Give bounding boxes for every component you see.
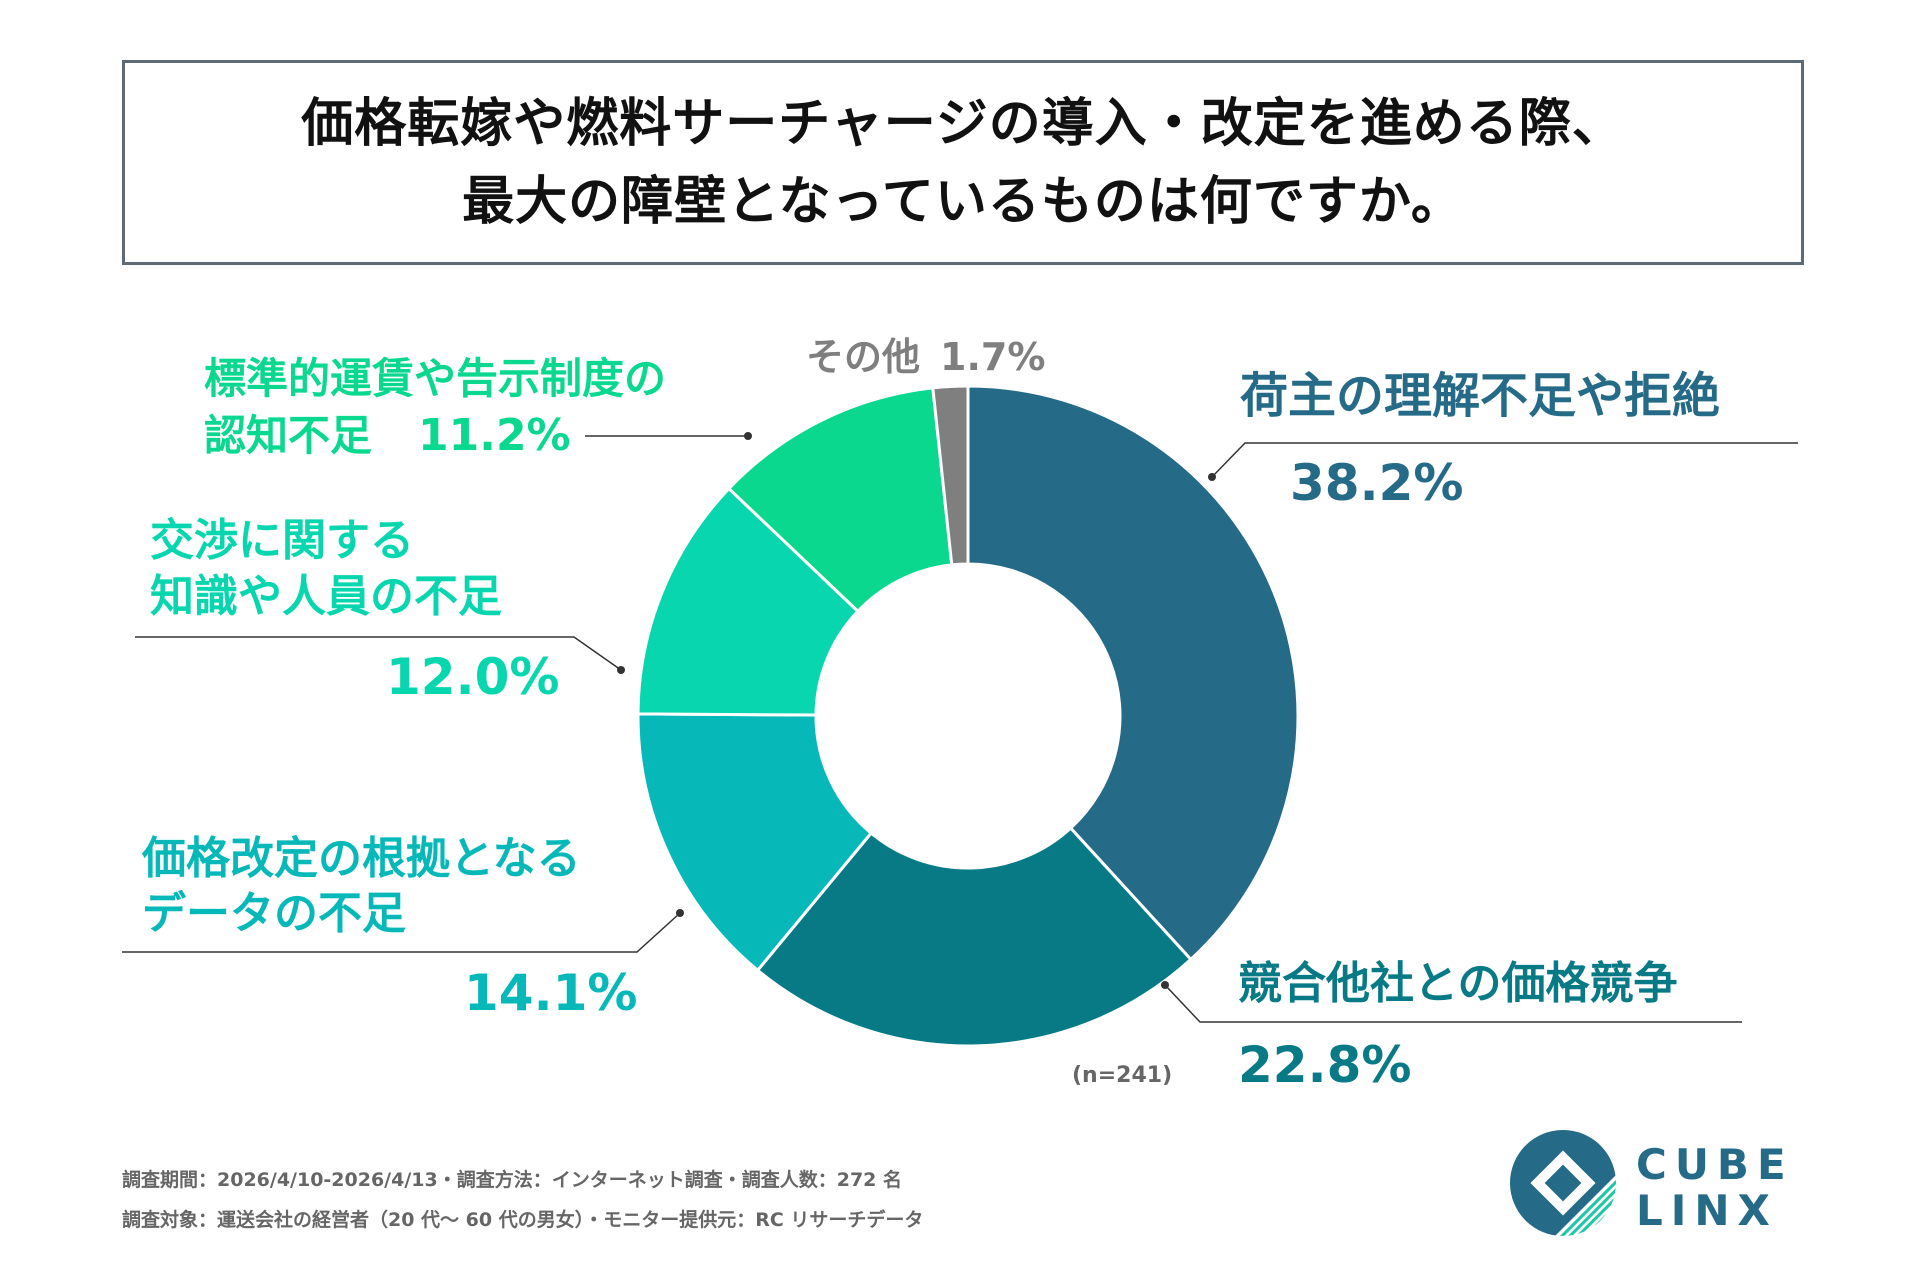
leader-line-s0 [1211, 442, 1798, 478]
label-s3-category-line2: 知識や人員の不足 [150, 571, 502, 622]
chart-slices [636, 384, 1300, 1048]
footer-line-2: 調査対象：運送会社の経営者（20 代〜 60 代の男女）・モニター提供元：RC … [122, 1209, 924, 1231]
donut-slice-2 [636, 712, 874, 973]
title-line-1: 価格転嫁や燃料サーチャージの導入・改定を進める際、 [301, 93, 1625, 154]
donut-slice-5 [931, 384, 970, 567]
label-s1-category: 競合他社との価格競争 [1238, 958, 1678, 1009]
logo-text-cube: CUBE [1636, 1140, 1794, 1189]
leader-line-s1 [1164, 984, 1742, 1023]
label-s1-value: 22.8% [1238, 1036, 1411, 1094]
label-s0-category: 荷主の理解不足や拒絶 [1240, 368, 1720, 424]
label-s3-value: 12.0% [386, 648, 559, 706]
donut-slice-1 [755, 825, 1193, 1048]
leader-lines [122, 435, 1798, 1023]
label-s2-value: 14.1% [464, 964, 637, 1022]
logo-text-linx: LINX [1636, 1186, 1778, 1235]
label-s5-category: その他 [806, 335, 920, 379]
sample-size: (n=241) [1072, 1063, 1172, 1088]
label-s5-value: 1.7% [940, 335, 1045, 379]
leader-dot-s3 [617, 666, 625, 674]
donut-slice-4 [726, 386, 954, 614]
label-s4-category-line1: 標準的運賃や告示制度の [204, 354, 666, 403]
leader-dot-s1 [1161, 981, 1169, 989]
leader-dot-s4 [744, 432, 752, 440]
donut-slice-0 [966, 384, 1300, 962]
leader-line-s3 [135, 636, 622, 671]
title-line-2: 最大の障壁となっているものは何ですか。 [462, 171, 1464, 232]
cube-linx-logo: CUBE LINX [1508, 1128, 1808, 1238]
label-s4-value: 11.2% [418, 410, 571, 461]
leader-dot-s0 [1208, 473, 1216, 481]
cube-linx-logo-mark [1510, 1130, 1616, 1236]
label-s0-value: 38.2% [1290, 454, 1463, 512]
leader-dot-s2 [676, 909, 684, 917]
donut-slice-3 [636, 486, 860, 717]
label-s2-category-line2: データの不足 [142, 888, 406, 939]
footer-line-1: 調査期間：2026/4/10-2026/4/13・調査方法：インターネット調査・… [122, 1169, 903, 1191]
title-box: 価格転嫁や燃料サーチャージの導入・改定を進める際、 最大の障壁となっているものは… [122, 60, 1804, 265]
label-s2-category-line1: 価格改定の根拠となる [141, 833, 581, 884]
label-s4-category-line2: 認知不足 [204, 411, 372, 460]
leader-dots [617, 432, 1216, 989]
leader-line-s2 [122, 912, 681, 953]
label-s3-category-line1: 交渉に関する [150, 515, 414, 566]
